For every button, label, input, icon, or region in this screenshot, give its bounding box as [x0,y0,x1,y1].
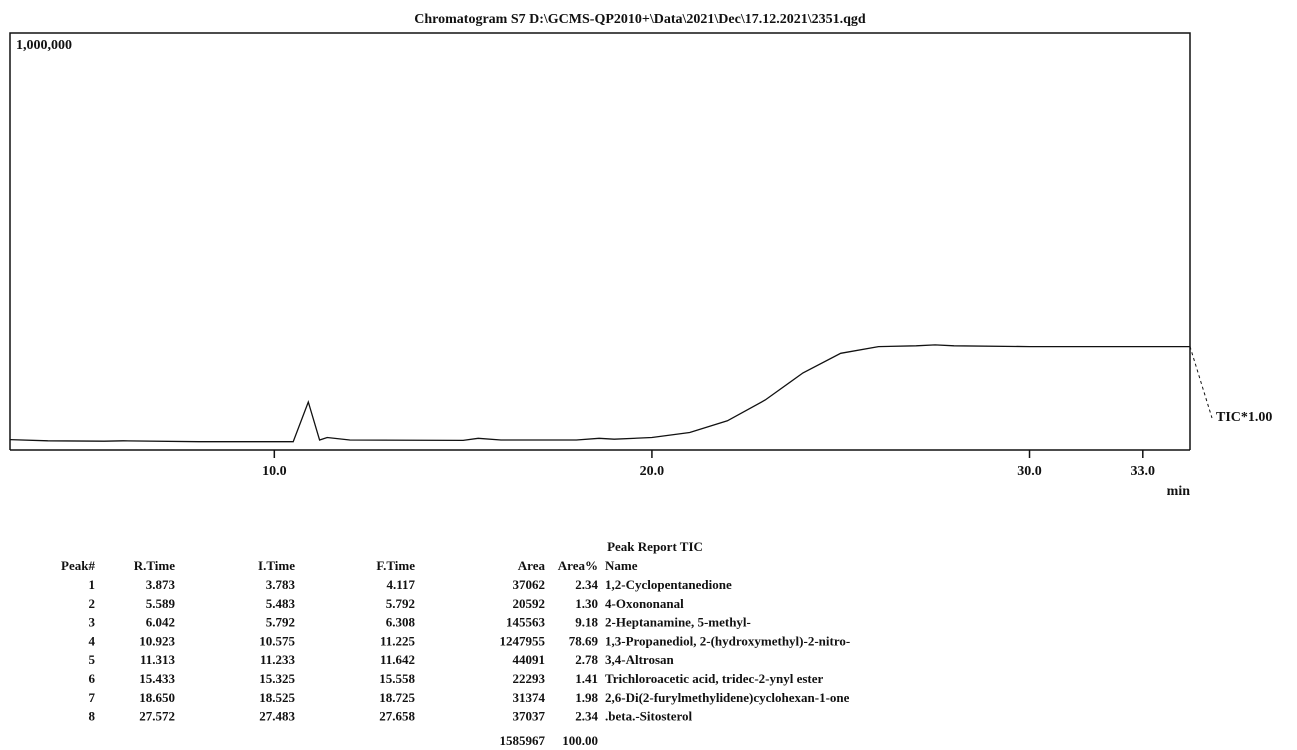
table-cell: 15.325 [259,671,295,686]
table-cell: 3,4-Altrosan [605,652,675,667]
y-tick-label: 1,000,000 [16,38,72,53]
table-cell: 18.725 [379,690,415,705]
table-cell: 31374 [513,690,546,705]
table-cell: 6.308 [386,615,416,630]
table-cell: 22293 [513,671,546,686]
table-cell: 1,2-Cyclopentanedione [605,577,732,592]
table-cell: 2,6-Di(2-furylmethylidene)cyclohexan-1-o… [605,690,850,705]
label-leader [1189,346,1213,419]
table-cell: 18.525 [259,690,295,705]
table-title: Peak Report TIC [607,539,703,554]
column-header: R.Time [134,558,176,573]
table-cell: 6.042 [146,615,175,630]
table-cell: 27.658 [379,709,415,724]
table-cell: 8 [89,709,96,724]
table-cell: 3.873 [146,577,176,592]
column-header: F.Time [376,558,415,573]
x-tick-label: 33.0 [1131,464,1156,479]
table-cell: 11.233 [260,652,296,667]
column-header: Area [518,558,546,573]
column-header: Name [605,558,638,573]
table-cell: 1.30 [575,596,598,611]
table-cell: .beta.-Sitosterol [605,709,693,724]
table-cell: 2.78 [575,652,598,667]
table-cell: 11.642 [380,652,415,667]
table-cell: 44091 [513,652,546,667]
table-cell: 5 [89,652,96,667]
table-cell: 27.572 [139,709,175,724]
table-cell: 1.41 [575,671,598,686]
table-cell: 1247955 [500,633,546,648]
table-cell: 2 [89,596,96,611]
table-cell: 2.34 [575,577,598,592]
table-cell: 37062 [513,577,546,592]
table-cell: 78.69 [569,633,599,648]
table-cell: Trichloroacetic acid, tridec-2-ynyl este… [605,671,824,686]
column-header: I.Time [258,558,295,573]
x-tick-label: 20.0 [640,464,665,479]
table-cell: 3.783 [266,577,296,592]
table-cell: 145563 [506,615,546,630]
table-cell: 3 [89,615,96,630]
table-cell: 15.558 [379,671,415,686]
signal-line [9,344,1190,443]
table-cell: 5.483 [266,596,296,611]
table-cell: 11.313 [140,652,176,667]
table-cell: 4-Oxononanal [605,596,684,611]
x-axis-label: min [1167,484,1191,499]
table-cell: 1,3-Propanediol, 2-(hydroxymethyl)-2-nit… [605,633,850,648]
peak-table: Peak Report TIC Peak# R.Time I.Time F.Time A… [61,539,850,748]
table-cell: 5.589 [146,596,176,611]
table-cell: 10.575 [259,633,295,648]
plot-frame [9,32,1191,450]
column-header: Peak# [61,558,95,573]
chart-title: Chromatogram S7 D:\GCMS-QP2010+\Data\202… [414,12,866,27]
table-cell: 2-Heptanamine, 5-methyl- [605,615,751,630]
column-header: Area% [558,558,598,573]
total-area: 1585967 [500,733,546,748]
table-cell: 7 [89,690,96,705]
series-label: TIC*1.00 [1216,410,1272,425]
table-cell: 15.433 [139,671,175,686]
table-cell: 5.792 [386,596,415,611]
table-cell: 4 [89,633,96,648]
x-tick-label: 10.0 [262,464,287,479]
table-cell: 4.117 [386,577,415,592]
table-cell: 27.483 [259,709,295,724]
table-cell: 20592 [513,596,546,611]
x-tick-label: 30.0 [1017,464,1042,479]
table-cell: 2.34 [575,709,598,724]
total-percent: 100.00 [562,733,598,748]
table-cell: 9.18 [575,615,598,630]
table-cell: 1.98 [575,690,598,705]
table-cell: 11.225 [380,633,416,648]
table-cell: 10.923 [139,633,175,648]
table-cell: 37037 [513,709,546,724]
table-cell: 6 [89,671,96,686]
table-cell: 5.792 [266,615,295,630]
table-cell: 1 [89,577,96,592]
table-cell: 18.650 [139,690,175,705]
